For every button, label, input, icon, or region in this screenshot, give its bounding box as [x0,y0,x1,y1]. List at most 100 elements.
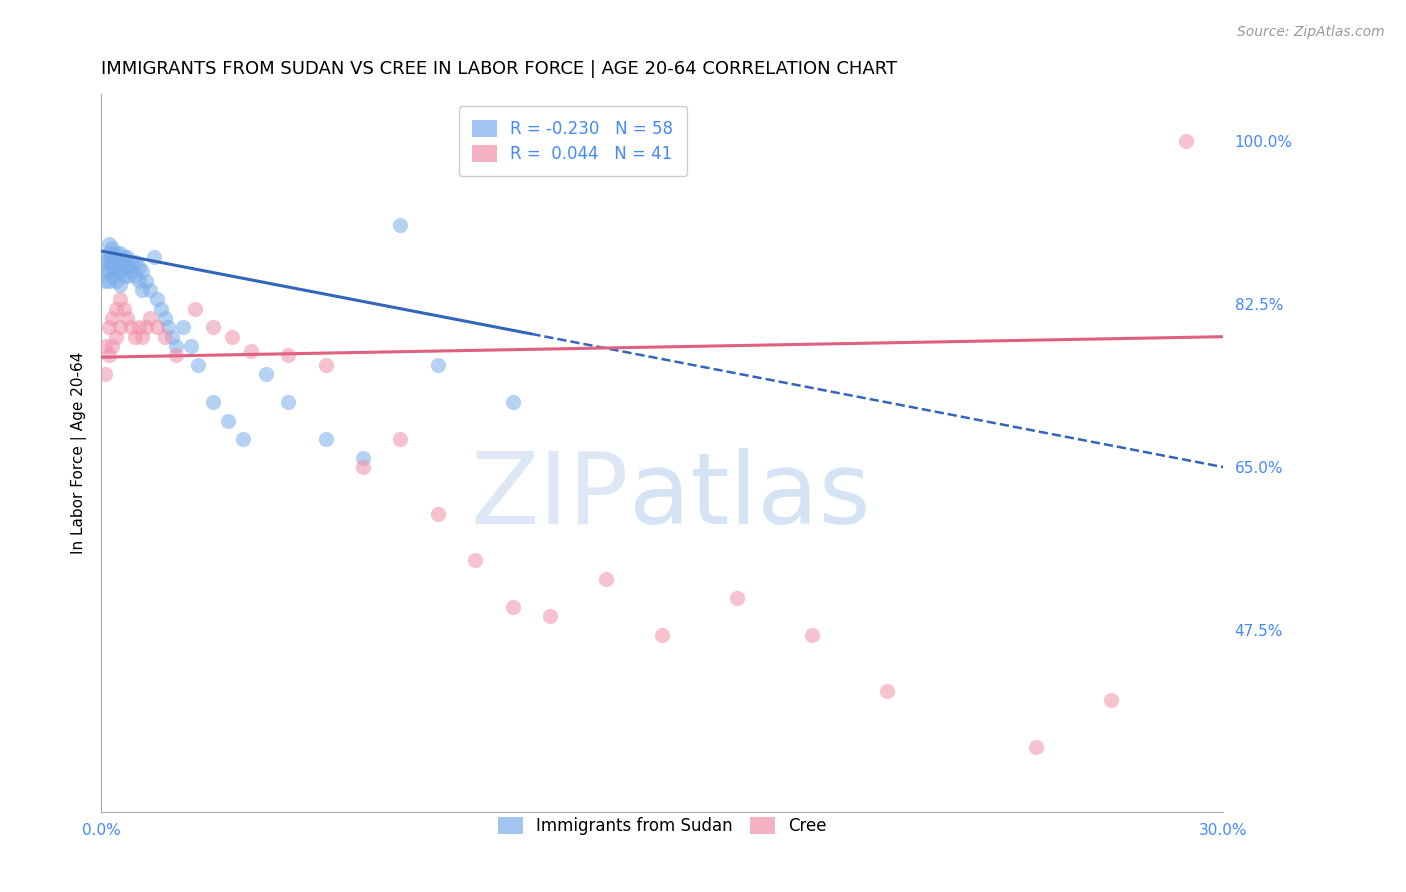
Point [315,358,337,372]
Point [221,329,243,343]
Point [232,432,254,446]
Point [94,339,117,353]
Point [97,245,120,260]
Point [97,320,120,334]
Point [202,395,225,409]
Point [502,395,524,409]
Point [112,301,135,316]
Point [112,260,135,274]
Point [131,283,153,297]
Point [117,260,139,274]
Point [117,251,139,265]
Point [105,274,128,288]
Point [108,245,131,260]
Point [502,599,524,614]
Point [153,311,176,326]
Point [101,269,124,284]
Point [128,320,150,334]
Point [97,264,120,278]
Point [538,609,561,624]
Point [146,293,169,307]
Point [97,255,120,269]
Point [105,255,128,269]
Point [94,274,117,288]
Point [315,432,337,446]
Point [139,311,162,326]
Point [172,320,194,334]
Point [352,450,374,465]
Point [153,329,176,343]
Point [131,264,153,278]
Point [202,320,225,334]
Text: IMMIGRANTS FROM SUDAN VS CREE IN LABOR FORCE | AGE 20-64 CORRELATION CHART: IMMIGRANTS FROM SUDAN VS CREE IN LABOR F… [101,60,897,78]
Point [135,274,157,288]
Point [165,348,187,362]
Point [150,301,173,316]
Point [128,260,150,274]
Point [142,251,165,265]
Point [120,255,142,269]
Legend: Immigrants from Sudan, Cree: Immigrants from Sudan, Cree [489,808,835,843]
Point [101,339,124,353]
Text: atlas: atlas [628,448,870,545]
Point [124,269,146,284]
Point [94,255,117,269]
Point [101,255,124,269]
Point [97,236,120,251]
Point [651,628,673,642]
Point [160,329,183,343]
Point [1025,739,1047,754]
Point [254,367,277,381]
Point [389,218,412,232]
Point [101,251,124,265]
Text: Source: ZipAtlas.com: Source: ZipAtlas.com [1237,25,1385,39]
Point [117,269,139,284]
Point [239,343,262,358]
Text: ZIP: ZIP [470,448,628,545]
Point [165,339,187,353]
Point [800,628,823,642]
Point [1175,134,1198,148]
Point [105,329,128,343]
Point [1099,693,1122,707]
Point [352,460,374,475]
Point [94,264,117,278]
Point [131,329,153,343]
Point [128,274,150,288]
Point [277,348,299,362]
Point [725,591,748,605]
Point [180,339,202,353]
Point [389,432,412,446]
Point [595,572,617,586]
Point [426,358,449,372]
Point [464,553,486,567]
Y-axis label: In Labor Force | Age 20-64: In Labor Force | Age 20-64 [72,352,87,554]
Point [101,260,124,274]
Point [120,320,142,334]
Point [426,507,449,521]
Point [187,358,209,372]
Point [135,320,157,334]
Point [108,293,131,307]
Point [217,413,239,427]
Point [112,269,135,284]
Point [97,274,120,288]
Point [124,255,146,269]
Point [117,311,139,326]
Point [97,348,120,362]
Point [120,264,142,278]
Point [105,301,128,316]
Point [108,278,131,293]
Point [112,251,135,265]
Point [94,367,117,381]
Point [97,251,120,265]
Point [105,245,128,260]
Point [146,320,169,334]
Point [101,311,124,326]
Point [105,264,128,278]
Point [876,683,898,698]
Point [108,255,131,269]
Point [124,329,146,343]
Point [139,283,162,297]
Point [108,264,131,278]
